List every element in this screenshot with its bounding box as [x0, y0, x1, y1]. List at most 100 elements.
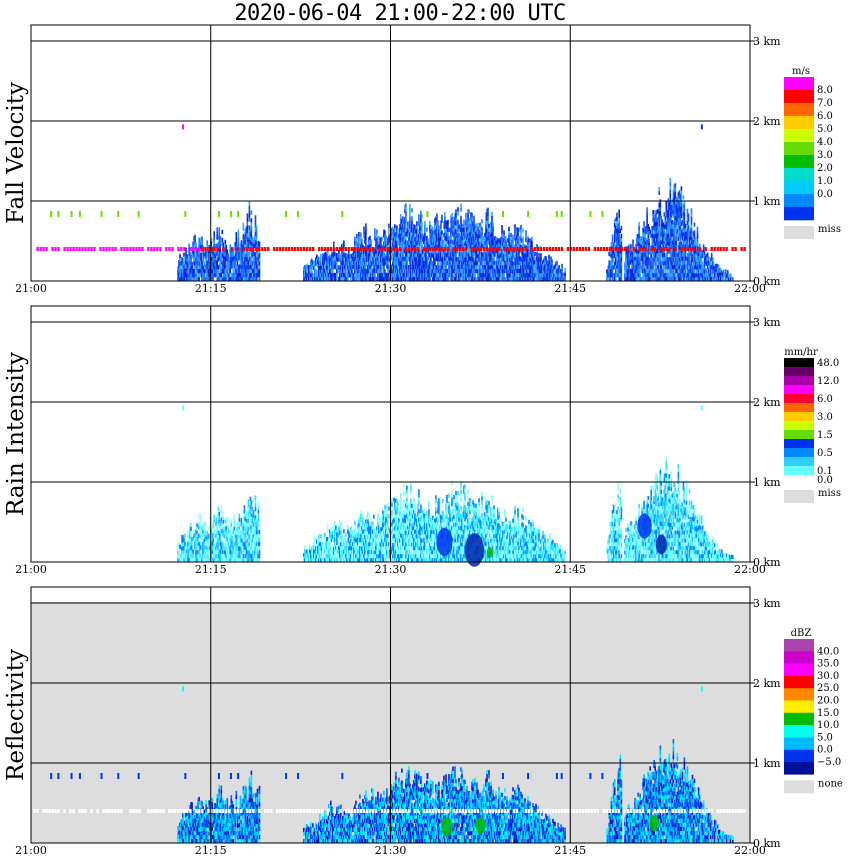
echo-pixel	[655, 261, 657, 266]
echo-pixel	[319, 262, 321, 267]
echo-pixel	[230, 277, 233, 282]
echo-pixel	[686, 236, 689, 242]
echo-pixel	[363, 273, 365, 278]
echo-pixel	[407, 221, 409, 226]
echo-pixel	[315, 257, 317, 262]
echo-pixel	[471, 216, 473, 222]
echo-pixel	[322, 265, 324, 270]
echo-pixel	[389, 273, 391, 278]
echo-pixel	[377, 264, 379, 270]
echo-pixel	[491, 215, 493, 220]
level-line-dot	[434, 247, 438, 251]
echo-pixel	[206, 240, 208, 245]
level-line-dot	[665, 247, 668, 251]
echo-pixel	[253, 252, 256, 257]
echo-pixel	[216, 268, 218, 273]
echo-pixel	[504, 260, 506, 265]
echo-pixel	[436, 213, 438, 218]
echo-pixel	[200, 265, 202, 270]
echo-pixel	[434, 261, 436, 266]
echo-pixel	[700, 257, 703, 262]
echo-pixel	[377, 252, 379, 258]
echo-pixel	[309, 273, 311, 278]
echo-pixel	[405, 219, 407, 224]
echo-pixel	[393, 257, 395, 262]
echo-pixel	[227, 253, 230, 258]
echo-pixel	[201, 244, 203, 249]
echo-pixel	[453, 268, 455, 274]
echo-pixel	[500, 244, 502, 250]
echo-pixel	[360, 256, 362, 261]
echo-pixel	[230, 264, 233, 269]
echo-pixel	[663, 252, 666, 257]
echo-pixel	[236, 261, 239, 266]
echo-pixel	[251, 241, 254, 246]
echo-pixel	[311, 262, 313, 267]
echo-pixel	[213, 272, 215, 277]
echo-pixel	[374, 236, 376, 241]
echo-pixel	[220, 255, 223, 261]
echo-pixel	[373, 268, 375, 273]
echo-pixel	[504, 268, 506, 273]
echo-pixel	[696, 238, 699, 243]
echo-pixel	[660, 264, 663, 269]
echo-pixel	[303, 273, 305, 278]
echo-pixel	[495, 236, 497, 241]
echo-pixel	[455, 209, 457, 214]
echo-pixel	[394, 228, 396, 233]
echo-pixel	[219, 252, 221, 257]
level-line-dot	[428, 247, 432, 251]
echo-pixel	[208, 277, 210, 282]
level-line-dot	[255, 247, 258, 251]
level-line-dot	[120, 247, 123, 251]
echo-pixel	[381, 273, 383, 278]
echo-pixel	[348, 250, 350, 255]
echo-pixel	[190, 258, 192, 263]
echo-pixel	[674, 272, 677, 278]
level-line-dot	[398, 247, 402, 251]
level-line-dot	[63, 247, 66, 251]
echo-pixel	[415, 237, 417, 242]
echo-pixel	[378, 260, 380, 265]
echo-pixel	[356, 257, 358, 262]
echo-pixel	[360, 277, 362, 282]
level-line-dot	[698, 247, 701, 251]
echo-pixel	[364, 272, 366, 277]
echo-pixel	[358, 240, 360, 245]
level-line-dot	[168, 247, 171, 251]
echo-pixel	[196, 264, 198, 270]
echo-pixel	[325, 277, 327, 282]
echo-pixel	[362, 249, 364, 254]
echo-pixel	[257, 273, 260, 278]
echo-pixel	[667, 229, 670, 234]
echo-pixel	[179, 269, 181, 274]
echo-pixel	[458, 264, 460, 270]
echo-pixel	[254, 252, 257, 257]
echo-pixel	[247, 252, 250, 257]
echo-pixel	[392, 273, 394, 278]
echo-pixel	[192, 241, 194, 246]
echo-pixel	[237, 229, 240, 234]
echo-pixel	[410, 256, 412, 261]
echo-pixel	[316, 273, 318, 278]
level-line-dot	[111, 247, 114, 251]
echo-pixel	[679, 217, 682, 223]
echo-pixel	[218, 231, 220, 236]
echo-pixel	[239, 256, 242, 261]
echo-pixel	[334, 272, 336, 277]
echo-pixel	[198, 273, 200, 278]
echo-pixel	[364, 260, 366, 265]
echo-pixel	[238, 268, 241, 273]
echo-pixel	[226, 249, 229, 254]
echo-pixel	[196, 252, 198, 257]
echo-pixel	[325, 251, 327, 257]
echo-pixel	[224, 248, 227, 253]
echo-speckle	[700, 124, 703, 130]
echo-pixel	[188, 243, 190, 248]
echo-pixel	[395, 260, 397, 265]
echo-pixel	[328, 264, 330, 269]
colorbar-swatch	[784, 90, 814, 104]
echo-pixel	[355, 268, 357, 273]
level-line-dot	[488, 247, 492, 251]
echo-pixel	[357, 242, 359, 247]
